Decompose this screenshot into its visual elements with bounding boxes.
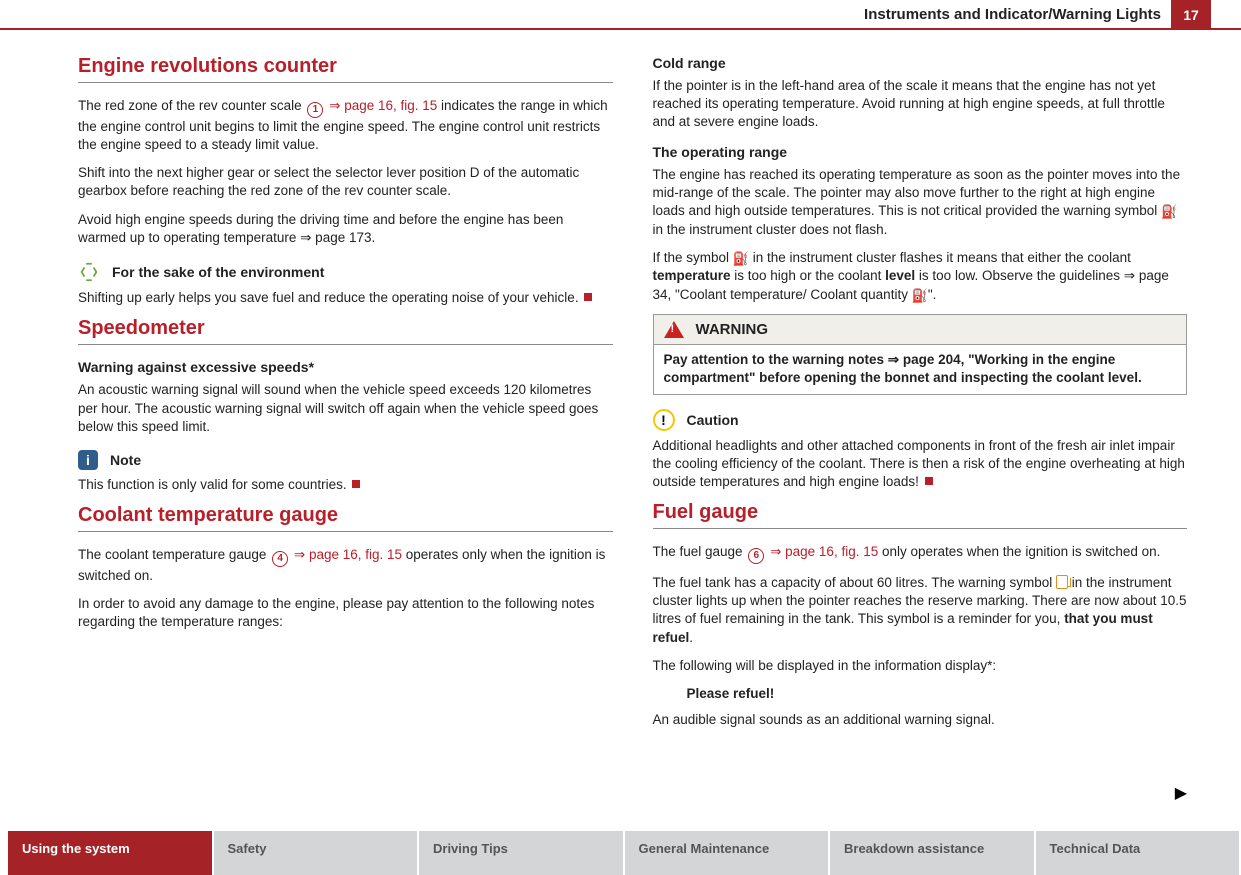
info-icon: i	[78, 450, 98, 470]
section-heading-rev-counter: Engine revolutions counter	[78, 55, 613, 83]
tab-breakdown[interactable]: Breakdown assistance	[830, 831, 1036, 875]
paragraph: The red zone of the rev counter scale 1 …	[78, 97, 613, 154]
paragraph: Avoid high engine speeds during the driv…	[78, 211, 613, 247]
caution-icon: !	[653, 409, 675, 431]
paragraph: This function is only valid for some cou…	[78, 476, 613, 494]
tab-driving-tips[interactable]: Driving Tips	[419, 831, 625, 875]
subheading: Warning against excessive speeds*	[78, 359, 613, 375]
tab-safety[interactable]: Safety	[214, 831, 420, 875]
paragraph: If the pointer is in the left-hand area …	[653, 77, 1188, 132]
header-rule	[0, 28, 1241, 30]
warning-body: Pay attention to the warning notes ⇒ pag…	[654, 344, 1187, 393]
caution-callout-header: ! Caution	[653, 409, 1188, 431]
paragraph: The fuel tank has a capacity of about 60…	[653, 574, 1188, 647]
page-content: Engine revolutions counter The red zone …	[78, 55, 1187, 815]
paragraph: Shifting up early helps you save fuel an…	[78, 289, 613, 307]
subheading-operating-range: The operating range	[653, 144, 1188, 160]
ref-circle-6: 6	[748, 548, 764, 564]
tab-using-system[interactable]: Using the system	[8, 831, 214, 875]
paragraph: In order to avoid any damage to the engi…	[78, 595, 613, 631]
caution-label: Caution	[687, 412, 739, 428]
section-end-marker	[925, 477, 933, 485]
coolant-temp-icon: ⛽	[733, 250, 749, 268]
coolant-temp-icon: ⛽	[912, 287, 928, 305]
left-column: Engine revolutions counter The red zone …	[78, 55, 613, 815]
ref-circle-1: 1	[307, 102, 323, 118]
page-ref[interactable]: ⇒ page 16, fig. 15	[766, 544, 878, 559]
environment-callout-header: For the sake of the environment	[78, 261, 613, 283]
environment-label: For the sake of the environment	[112, 264, 324, 280]
paragraph: Shift into the next higher gear or selec…	[78, 164, 613, 200]
subheading-cold-range: Cold range	[653, 55, 1188, 71]
paragraph: The coolant temperature gauge 4 ⇒ page 1…	[78, 546, 613, 585]
paragraph: If the symbol ⛽ in the instrument cluste…	[653, 249, 1188, 304]
coolant-temp-icon: ⛽	[1161, 203, 1177, 221]
ref-circle-4: 4	[272, 551, 288, 567]
recycle-icon	[78, 261, 100, 283]
section-heading-speedometer: Speedometer	[78, 317, 613, 345]
section-end-marker	[584, 293, 592, 301]
warning-box: WARNING Pay attention to the warning not…	[653, 314, 1188, 394]
paragraph: The following will be displayed in the i…	[653, 657, 1188, 675]
paragraph: The fuel gauge 6 ⇒ page 16, fig. 15 only…	[653, 543, 1188, 564]
header-title: Instruments and Indicator/Warning Lights	[864, 6, 1161, 23]
warning-title: WARNING	[696, 321, 769, 338]
warning-header: WARNING	[654, 315, 1187, 344]
paragraph: Additional headlights and other attached…	[653, 437, 1188, 492]
note-callout-header: i Note	[78, 450, 613, 470]
section-end-marker	[352, 480, 360, 488]
paragraph: The engine has reached its operating tem…	[653, 166, 1188, 239]
continue-arrow-icon: ▶	[1175, 783, 1187, 803]
note-label: Note	[110, 452, 141, 468]
tab-general-maintenance[interactable]: General Maintenance	[625, 831, 831, 875]
display-message: Please refuel!	[687, 685, 1188, 703]
section-heading-coolant: Coolant temperature gauge	[78, 504, 613, 532]
fuel-icon	[1056, 575, 1068, 589]
paragraph: An audible signal sounds as an additiona…	[653, 711, 1188, 729]
warning-triangle-icon	[664, 321, 684, 338]
page-number: 17	[1171, 0, 1211, 30]
footer-tabs: Using the system Safety Driving Tips Gen…	[0, 831, 1241, 875]
right-column: Cold range If the pointer is in the left…	[653, 55, 1188, 815]
page-ref[interactable]: ⇒ page 16, fig. 15	[325, 98, 437, 113]
tab-technical-data[interactable]: Technical Data	[1036, 831, 1241, 875]
section-heading-fuel: Fuel gauge	[653, 501, 1188, 529]
paragraph: An acoustic warning signal will sound wh…	[78, 381, 613, 436]
page-ref[interactable]: ⇒ page 16, fig. 15	[290, 547, 402, 562]
